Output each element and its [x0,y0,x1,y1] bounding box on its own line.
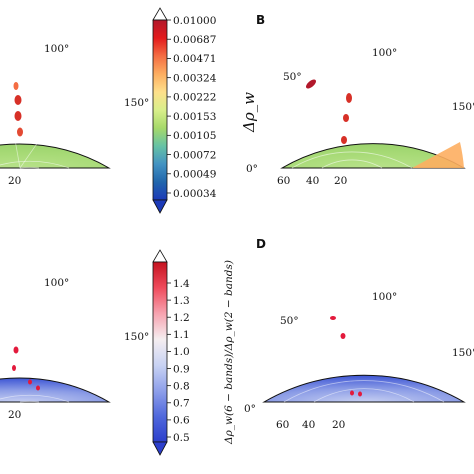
panel-a-angle-tick-150: 150° [124,97,149,109]
colorbar-bottom-min-extension [152,441,168,456]
panel-b-grid [291,151,413,169]
colorbar-tick-label: 0.00153 [173,111,216,123]
colorbar-bottom: 1.4 1.3 1.2 1.1 1.0 0.9 0.8 0.7 0.6 0.5 Δρ_w(6 − … [152,249,235,456]
panel-c-hotspot [13,346,19,354]
colorbar-tick-label: 0.00049 [173,169,216,181]
colorbar-top-bar [152,19,168,201]
panel-c-grid [0,394,70,403]
panel-b-angle-tick-100: 100° [372,47,397,59]
colorbar-top-label: Δρ_w [240,92,258,133]
panel-c: 100° 150° 20 [0,277,149,421]
colorbar-tick-label: 0.00222 [173,92,216,104]
panel-a-hotspot [14,95,22,105]
panel-c-hotspot [28,379,32,385]
panel-a-hotspot [17,127,23,137]
colorbar-top-min-extension [152,199,168,214]
panel-a-hotspot [14,111,22,121]
panel-d-angle-tick-150: 150° [452,347,474,359]
panel-b-radial-tick-40: 40 [306,175,319,187]
panel-b-hotspot [343,114,349,122]
colorbar-tick-label: 0.00687 [173,34,216,46]
colorbar-tick-label: 0.7 [173,398,190,410]
panel-c-wedge [0,377,111,403]
panel-b-radial-tick-20: 20 [334,175,347,187]
panel-c-hotspot [36,385,40,391]
panel-d-hotspot [330,316,336,320]
colorbar-tick-label: 1.4 [173,278,190,290]
panel-b: B 100° 150° 50° 0° 60 40 20 [246,13,474,187]
panel-a-wedge [0,143,111,169]
panel-a: 100° 150° 20 [0,43,149,187]
colorbar-tick-label: 0.00105 [173,130,216,142]
panel-d-angle-tick-0: 0° [244,403,256,415]
colorbar-tick-label: 0.00034 [173,188,217,200]
colorbar-bottom-max-extension [152,249,168,263]
colorbar-top-ticks: 0.01000 0.00687 0.00471 0.00324 0.00222 0.001… [167,15,217,200]
panel-b-hotspot [346,93,352,103]
panel-b-label: B [256,13,265,27]
colorbar-top-max-extension [152,7,168,21]
panel-d-hotspot [358,391,362,397]
colorbar-bottom-ticks: 1.4 1.3 1.2 1.1 1.0 0.9 0.8 0.7 0.6 0.5 [167,278,190,444]
panel-c-angle-tick-100: 100° [44,277,69,289]
panel-d: D 100° 150° 50° 0° 60 40 20 [244,237,474,431]
colorbar-tick-label: 0.01000 [173,15,216,27]
panel-d-radial-tick-20: 20 [332,419,345,431]
panel-a-spoke [19,75,85,169]
colorbar-tick-label: 1.1 [173,329,190,341]
panel-a-hotspot [13,82,19,90]
panel-c-hotspot [12,365,16,371]
panel-d-label: D [256,237,266,251]
panel-b-hotspot [306,79,316,89]
panel-b-orange-region [412,142,464,168]
panel-a-radial-tick-20: 20 [8,175,21,187]
panel-c-angle-tick-150: 150° [124,331,149,343]
panel-d-angle-tick-100: 100° [372,291,397,303]
colorbar-tick-label: 0.9 [173,363,190,375]
colorbar-tick-label: 0.00471 [173,53,216,65]
panel-b-angle-tick-50: 50° [283,71,302,83]
colorbar-tick-label: 1.0 [173,346,190,358]
colorbar-tick-label: 1.2 [173,312,190,324]
panel-c-radial-tick-20: 20 [8,409,21,421]
panel-b-angle-tick-150: 150° [452,101,474,113]
colorbar-tick-label: 0.8 [173,380,190,392]
panel-b-angle-tick-0: 0° [246,163,258,175]
panel-d-hotspot [340,333,346,339]
colorbar-tick-label: 0.5 [173,432,190,444]
colorbar-tick-label: 0.00072 [173,149,216,161]
panel-d-hotspot [350,390,354,396]
panel-d-grid [283,380,445,403]
panel-d-radial-tick-60: 60 [276,419,289,431]
colorbar-tick-label: 1.3 [173,295,190,307]
colorbar-tick-label: 0.00324 [173,72,217,84]
panel-b-hotspot [341,136,347,144]
colorbar-bottom-label: Δρ_w(6 − bands)/Δρ_w(2 − bands) [223,260,235,445]
panel-b-radial-tick-60: 60 [277,175,290,187]
panel-a-spoke [0,52,21,169]
panel-d-radial-tick-40: 40 [302,419,315,431]
colorbar-top: 0.01000 0.00687 0.00471 0.00324 0.00222 0.001… [152,7,258,214]
panel-a-angle-tick-100: 100° [44,43,69,55]
colorbar-tick-label: 0.6 [173,415,190,427]
colorbar-bottom-bar [152,261,168,443]
panel-d-angle-tick-50: 50° [280,315,299,327]
